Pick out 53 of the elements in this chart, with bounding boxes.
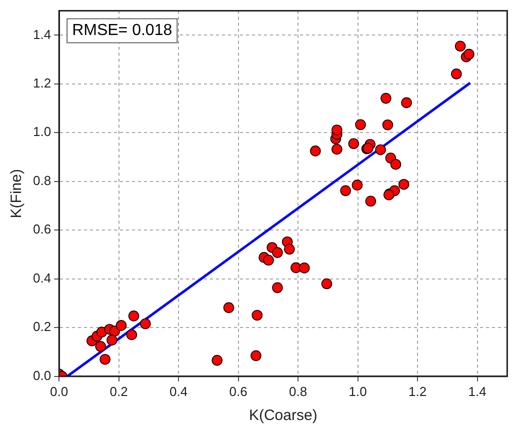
point xyxy=(310,146,321,156)
y-tick-label: 0.4 xyxy=(32,270,52,286)
point xyxy=(375,144,386,156)
point xyxy=(100,354,110,365)
point xyxy=(284,244,295,255)
point xyxy=(250,350,262,362)
point xyxy=(272,282,283,294)
point xyxy=(212,354,223,366)
point xyxy=(263,254,274,266)
point xyxy=(352,180,363,190)
point xyxy=(332,124,342,136)
point xyxy=(355,119,366,130)
point xyxy=(298,262,310,274)
x-axis-title: K(Coarse) xyxy=(248,407,318,424)
point xyxy=(451,68,462,80)
point xyxy=(252,310,263,321)
x-tick-label: 1.2 xyxy=(408,384,427,399)
point xyxy=(348,138,360,150)
point xyxy=(382,119,394,130)
point xyxy=(126,329,138,340)
point xyxy=(223,302,234,314)
point xyxy=(332,144,342,155)
point xyxy=(272,247,283,258)
point xyxy=(106,334,118,346)
y-axis-title: K(Fine) xyxy=(8,169,26,218)
point xyxy=(321,278,332,290)
point xyxy=(401,97,412,108)
x-tick-label: 0.4 xyxy=(170,384,188,399)
y-tick-label: 0.6 xyxy=(32,222,52,237)
point xyxy=(454,40,466,52)
y-tick-label: 0.8 xyxy=(32,172,52,188)
point xyxy=(128,310,140,322)
point xyxy=(95,341,106,352)
x-tick-label: 0.0 xyxy=(50,384,68,399)
y-tick-label: 1.0 xyxy=(32,124,52,140)
point xyxy=(340,185,351,196)
point xyxy=(390,158,402,170)
point xyxy=(398,178,410,190)
point xyxy=(116,320,127,331)
x-tick-label: 0.2 xyxy=(110,384,128,399)
y-tick-label: 1.2 xyxy=(32,76,52,90)
point xyxy=(365,196,376,207)
y-tick-label: 1.4 xyxy=(32,26,52,42)
point xyxy=(380,92,392,104)
point xyxy=(464,48,474,60)
y-tick-label: 0.0 xyxy=(32,368,52,383)
point xyxy=(140,318,151,330)
y-tick-label: 0.2 xyxy=(32,319,52,334)
x-tick-label: 0.8 xyxy=(289,384,308,399)
x-tick-label: 1.0 xyxy=(348,384,367,399)
annotation: RMSE= 0.018 xyxy=(72,22,172,40)
x-tick-label: 1.4 xyxy=(468,384,486,399)
x-tick-label: 0.6 xyxy=(229,384,248,399)
